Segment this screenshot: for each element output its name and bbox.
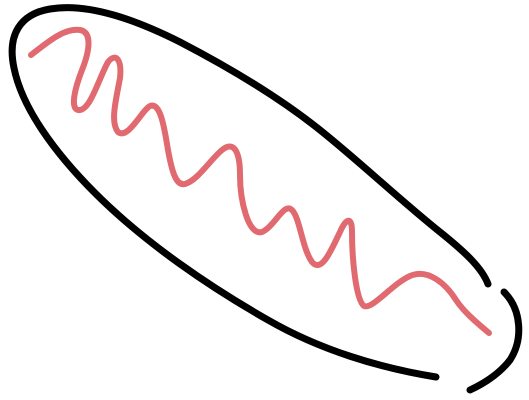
outer-membrane-outline-icon [8,4,523,394]
inner-membrane-squiggle-icon [28,26,492,336]
